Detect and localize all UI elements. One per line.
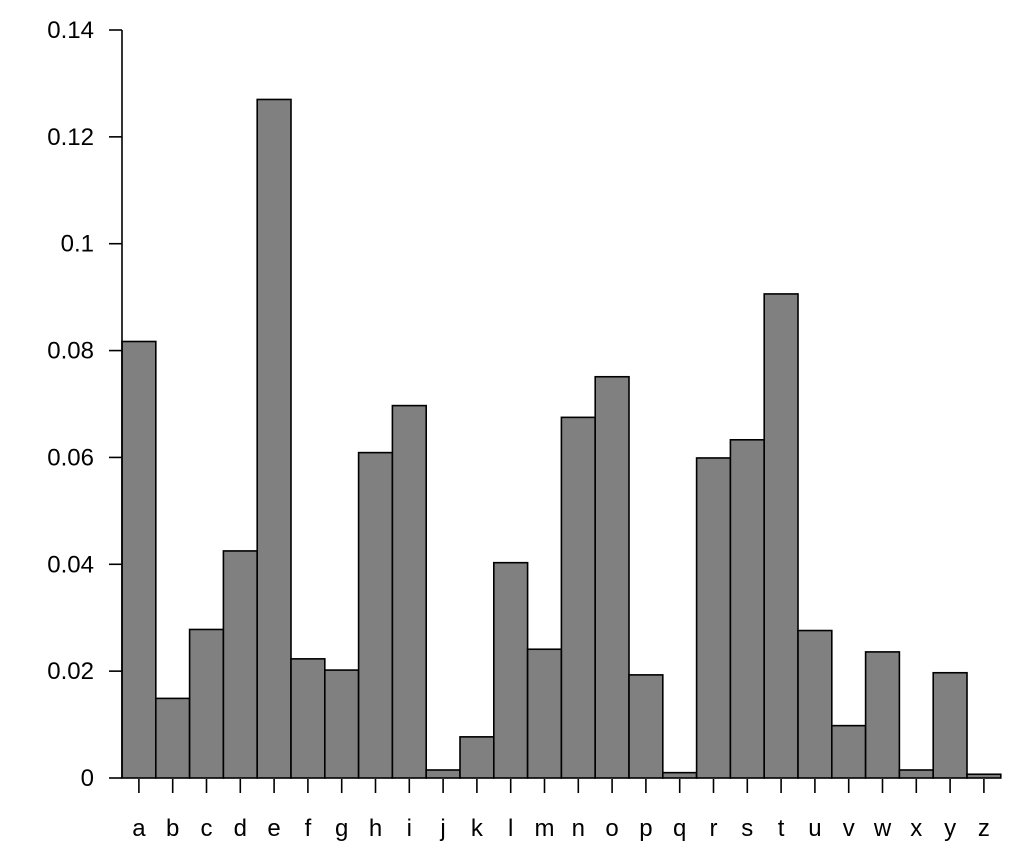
y-tick-label: 0.02 [47, 658, 94, 685]
x-tick-label-w: w [873, 815, 892, 842]
bar-z [966, 773, 1002, 779]
bar-s [729, 438, 766, 779]
x-tick-label-x: x [910, 815, 922, 842]
x-tick-label-h: h [369, 815, 382, 842]
x-tick-label-n: n [572, 815, 585, 842]
x-tick-label-p: p [639, 815, 652, 842]
x-tick-label-c: c [201, 815, 213, 842]
x-tick-label-b: b [166, 815, 179, 842]
x-tick-label-s: s [741, 815, 753, 842]
x-tick-label-o: o [605, 815, 618, 842]
x-tick-label-l: l [508, 815, 513, 842]
bar-d [222, 550, 258, 779]
bar-c [188, 628, 225, 779]
x-tick-label-u: u [808, 815, 821, 842]
bar-p [628, 674, 664, 779]
x-tick-label-d: d [234, 815, 247, 842]
bar-q [661, 771, 698, 779]
bar-g [323, 669, 360, 779]
bar-i [391, 404, 427, 779]
bar-x [898, 769, 935, 779]
x-tick-label-k: k [471, 815, 484, 842]
x-tick-label-q: q [673, 815, 686, 842]
bars-group [121, 98, 1002, 779]
x-tick-label-z: z [978, 815, 990, 842]
bar-a [121, 340, 157, 779]
bar-o [594, 375, 630, 779]
x-tick-label-f: f [305, 815, 312, 842]
bar-k [459, 736, 495, 779]
x-tick-label-g: g [335, 815, 348, 842]
y-tick-label: 0.04 [47, 551, 94, 578]
x-tick-label-v: v [843, 815, 855, 842]
bar-j [425, 769, 461, 779]
x-tick-label-a: a [132, 815, 146, 842]
bar-h [357, 451, 394, 779]
x-tick-label-y: y [944, 815, 956, 842]
x-tick-label-r: r [710, 815, 718, 842]
bar-v [830, 724, 867, 779]
y-tick-label: 0.14 [47, 17, 94, 44]
bar-u [797, 629, 833, 779]
x-tick-label-e: e [267, 815, 280, 842]
bar-l [492, 561, 529, 779]
bar-b [155, 697, 191, 779]
bar-n [560, 416, 597, 779]
y-tick-label: 0.12 [47, 124, 94, 151]
x-tick-label-j: j [439, 815, 445, 842]
x-tick-label-m: m [535, 815, 555, 842]
y-axis-ticks: 0 0.02 0.04 0.06 0.08 0.1 0.12 0.14 [47, 17, 122, 792]
x-tick-label-i: i [407, 815, 412, 842]
x-tick-label-t: t [778, 815, 785, 842]
bar-m [526, 648, 563, 779]
y-tick-label: 0 [81, 765, 94, 792]
y-tick-label: 0.08 [47, 338, 94, 365]
y-tick-label: 0.1 [61, 231, 94, 258]
bar-t [763, 293, 799, 779]
bar-w [864, 651, 901, 779]
y-tick-label: 0.06 [47, 444, 94, 471]
bar-e [256, 98, 292, 779]
bar-f [290, 658, 326, 779]
bar-y [932, 671, 968, 779]
bar-r [695, 457, 732, 779]
